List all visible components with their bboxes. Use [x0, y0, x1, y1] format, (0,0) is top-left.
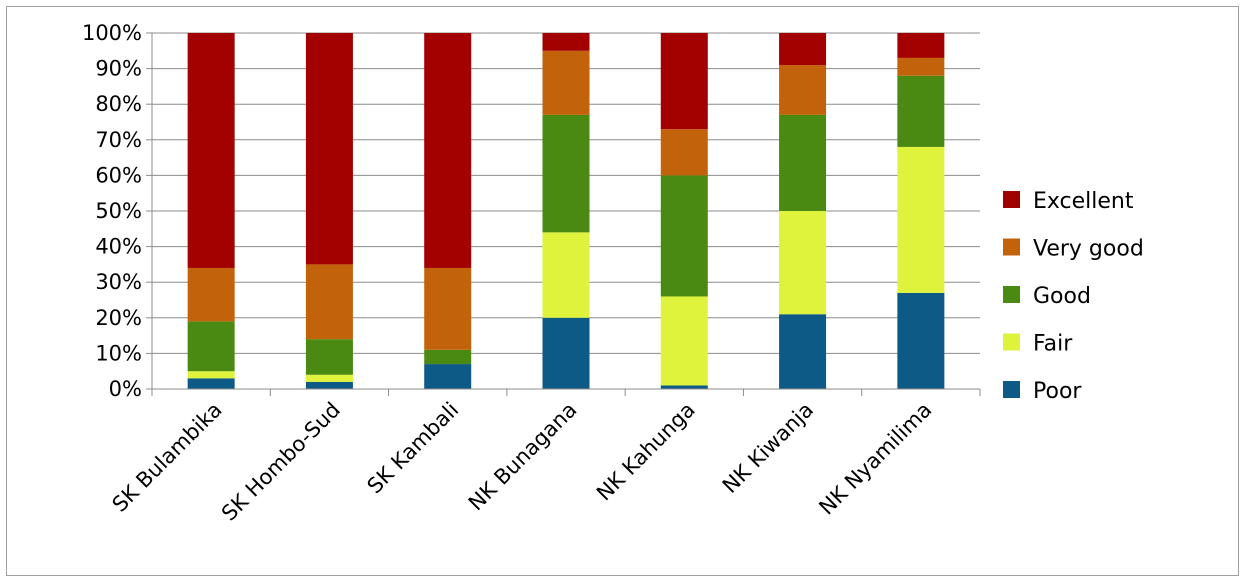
x-tick-label: NK Bunagana: [464, 398, 582, 516]
y-tick-label: 80%: [95, 92, 142, 116]
bar-segment-excellent: [424, 33, 472, 268]
y-tick-label: 60%: [95, 163, 142, 187]
bar-segment-excellent: [779, 33, 827, 66]
bar-segment-very-good: [305, 264, 353, 340]
bar-segment-excellent: [542, 33, 590, 51]
legend-swatch-fair: [1003, 333, 1020, 351]
y-tick-label: 90%: [95, 57, 142, 81]
bar-segment-fair: [660, 296, 708, 386]
legend-label: Excellent: [1033, 189, 1134, 214]
legend-label: Very good: [1033, 237, 1144, 262]
y-tick-label: 20%: [95, 306, 142, 330]
x-tick-label: NK Kahunga: [592, 398, 700, 506]
bar-segment-poor: [424, 364, 472, 389]
legend-swatch-very-good: [1003, 238, 1020, 256]
x-tick-label: SK Kambali: [363, 398, 464, 499]
bar-segment-excellent: [897, 33, 945, 58]
bar-segment-good: [660, 175, 708, 297]
bar-segment-poor: [897, 292, 945, 389]
bar-segment-good: [897, 75, 945, 147]
bar-segment-fair: [897, 146, 945, 293]
bar-segment-good: [424, 349, 472, 365]
x-tick-label: NK Nyamilima: [814, 398, 936, 520]
bar-segment-good: [542, 114, 590, 233]
bar-segment-fair: [305, 374, 353, 382]
bar-segment-very-good: [660, 129, 708, 176]
bar-segment-poor: [542, 317, 590, 389]
y-tick-label: 70%: [95, 128, 142, 152]
bar-segment-poor: [305, 381, 353, 389]
bar-segment-good: [779, 114, 827, 211]
bar-segment-poor: [660, 385, 708, 389]
bar-segment-very-good: [542, 50, 590, 115]
x-tick-label: SK Hombo-Sud: [217, 398, 345, 526]
axes: [146, 32, 981, 396]
y-tick-label: 40%: [95, 235, 142, 259]
legend-swatch-excellent: [1003, 191, 1020, 208]
bar-segment-excellent: [660, 33, 708, 130]
legend: Excellent Very good Good Fair Poor: [1003, 189, 1144, 404]
bar-segment-fair: [187, 371, 235, 379]
bar-segment-poor: [187, 378, 235, 389]
y-tick-label: 30%: [95, 270, 142, 294]
y-tick-label: 50%: [95, 199, 142, 223]
bars: [187, 33, 945, 389]
legend-label: Poor: [1033, 379, 1082, 404]
bar-segment-very-good: [897, 57, 945, 76]
bar-segment-good: [305, 339, 353, 375]
legend-swatch-poor: [1003, 381, 1020, 398]
bar-segment-very-good: [424, 267, 472, 350]
bar-segment-fair: [779, 211, 827, 315]
y-tick-label: 10%: [95, 341, 142, 365]
bar-segment-very-good: [779, 65, 827, 115]
x-tick-label: SK Bulambika: [108, 398, 227, 517]
x-tick-label: NK Kiwanja: [718, 398, 818, 498]
y-tick-labels: 0% 10% 20% 30% 40% 50% 60% 70% 80% 90% 100%: [82, 21, 142, 401]
bar-segment-excellent: [187, 33, 235, 268]
legend-label: Good: [1033, 284, 1091, 309]
bar-segment-fair: [542, 232, 590, 318]
y-tick-label: 0%: [109, 377, 142, 401]
bar-segment-good: [187, 321, 235, 372]
bar-segment-excellent: [305, 33, 353, 265]
legend-swatch-good: [1003, 286, 1020, 303]
y-tick-label: 100%: [82, 21, 142, 45]
bar-segment-poor: [779, 314, 827, 389]
legend-label: Fair: [1033, 332, 1073, 357]
bar-segment-very-good: [187, 267, 235, 322]
